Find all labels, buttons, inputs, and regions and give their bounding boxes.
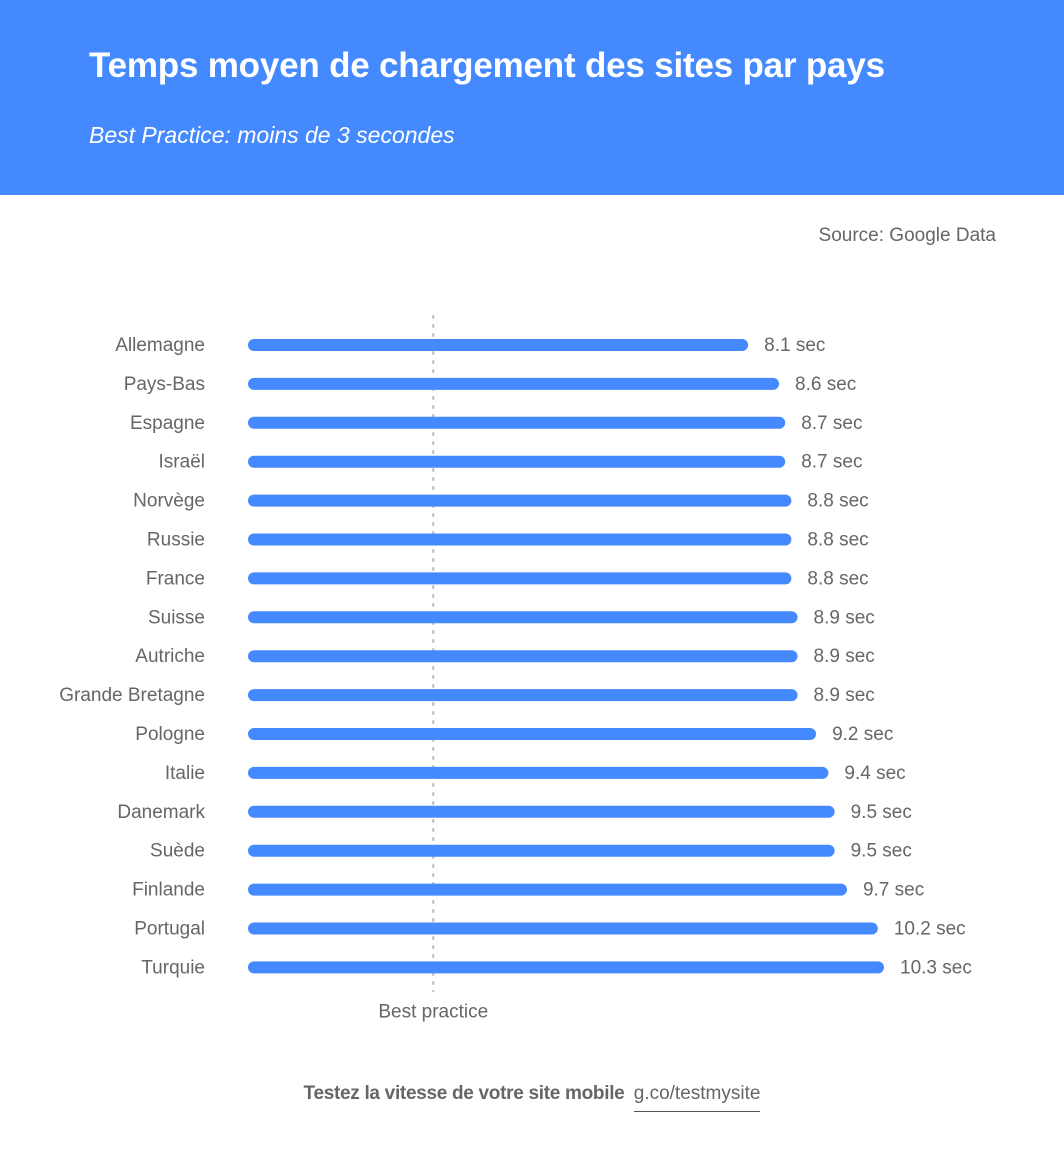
bar (248, 922, 878, 935)
bar (248, 611, 798, 624)
page-title: Temps moyen de chargement des sites par … (89, 46, 885, 85)
category-label: Suède (150, 841, 205, 862)
category-label: Danemark (117, 802, 205, 823)
category-label: Italie (165, 763, 205, 784)
bar (248, 339, 749, 351)
source-label: Source: Google Data (818, 225, 996, 246)
category-label: Espagne (130, 413, 205, 434)
bar-chart: Allemagne 8.1 sec Pays-Bas 8.6 sec Espagne 8.… (59, 315, 972, 1022)
category-label: Pologne (135, 724, 205, 745)
bar (248, 650, 798, 663)
value-label: 8.8 sec (807, 530, 868, 551)
bar (248, 728, 817, 740)
category-label: Autriche (135, 646, 205, 667)
category-label: Turquie (141, 957, 205, 978)
value-label: 8.8 sec (807, 491, 868, 512)
bar (248, 805, 835, 818)
best-practice-label: Best practice (378, 1001, 488, 1022)
value-label: 8.1 sec (764, 335, 825, 356)
category-label: Israël (159, 452, 205, 473)
bar (248, 689, 798, 702)
category-label: Pays-Bas (124, 374, 205, 395)
value-label: 10.3 sec (900, 957, 972, 978)
bar (248, 377, 780, 390)
category-label: Allemagne (115, 335, 205, 356)
bar (248, 416, 786, 429)
bar (248, 572, 792, 585)
category-label: Finlande (132, 880, 205, 901)
value-label: 9.5 sec (851, 802, 912, 823)
value-label: 8.9 sec (814, 607, 875, 628)
value-label: 8.7 sec (801, 452, 862, 473)
page-subtitle: Best Practice: moins de 3 secondes (89, 122, 455, 148)
testmysite-link[interactable]: g.co/testmysite (633, 1083, 761, 1112)
value-label: 8.9 sec (814, 685, 875, 706)
value-label: 8.9 sec (814, 646, 875, 667)
category-label: Portugal (134, 919, 205, 940)
category-label: Norvège (133, 491, 205, 512)
value-label: 8.6 sec (795, 374, 856, 395)
value-label: 9.7 sec (863, 880, 924, 901)
bar (248, 961, 884, 974)
footer-cta: Testez la vitesse de votre site mobile (303, 1083, 625, 1104)
bar (248, 766, 829, 779)
bar (248, 455, 786, 468)
value-label: 8.8 sec (807, 568, 868, 589)
category-label: Grande Bretagne (59, 685, 205, 706)
bar (248, 494, 792, 507)
category-label: Suisse (148, 607, 205, 628)
bar (248, 844, 835, 857)
category-label: Russie (147, 530, 205, 551)
value-label: 9.2 sec (832, 724, 893, 745)
value-label: 10.2 sec (894, 919, 966, 940)
bar (248, 533, 792, 546)
value-label: 9.5 sec (851, 841, 912, 862)
bar (248, 883, 847, 896)
value-label: 9.4 sec (844, 763, 905, 784)
footer: Testez la vitesse de votre site mobile g… (0, 1083, 1064, 1112)
header-banner: Temps moyen de chargement des sites par … (0, 0, 1064, 195)
value-label: 8.7 sec (801, 413, 862, 434)
category-label: France (146, 568, 205, 589)
